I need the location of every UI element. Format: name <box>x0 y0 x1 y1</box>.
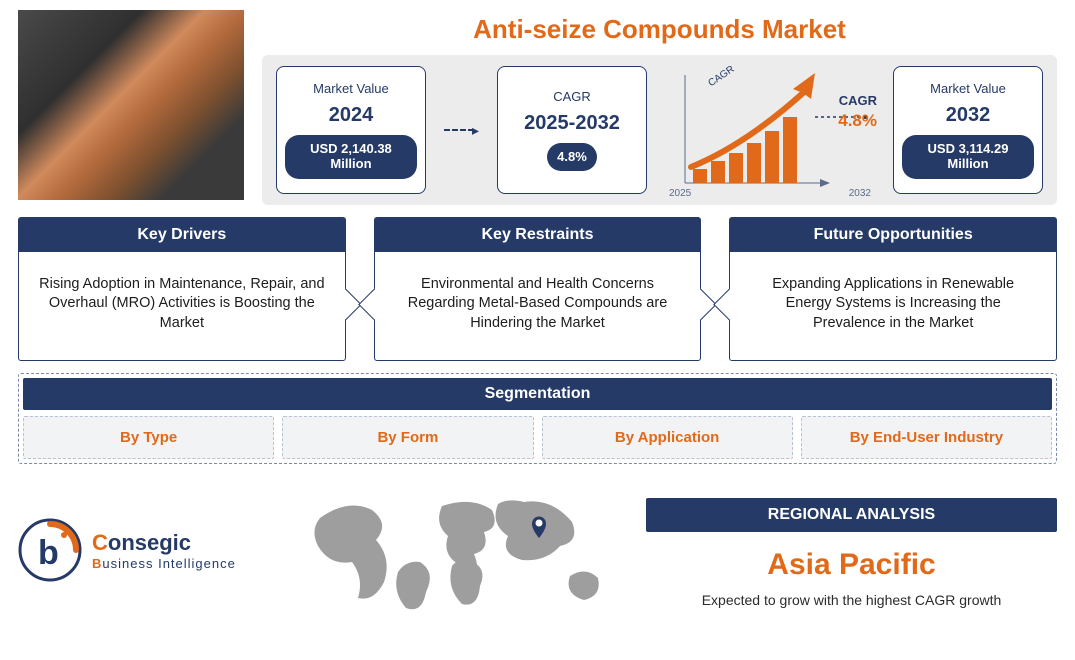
segmentation-row: By Type By Form By Application By End-Us… <box>23 416 1052 459</box>
segmentation-item: By End-User Industry <box>801 416 1052 459</box>
world-map-icon <box>302 480 622 620</box>
hero-title-block: Anti-seize Compounds Market Market Value… <box>262 10 1057 205</box>
regional-header: REGIONAL ANALYSIS <box>646 498 1057 532</box>
logo-line1: Consegic <box>92 530 236 556</box>
hero-image <box>18 10 244 200</box>
page-title: Anti-seize Compounds Market <box>473 10 846 45</box>
card-body: Environmental and Health Concerns Regard… <box>375 252 701 360</box>
growth-cagr-label: CAGR <box>839 93 877 108</box>
svg-text:b: b <box>38 534 59 572</box>
card-header: Key Drivers <box>19 218 345 252</box>
regional-block: REGIONAL ANALYSIS Asia Pacific Expected … <box>646 492 1057 608</box>
stat-label: Market Value <box>930 81 1006 96</box>
growth-year-end: 2032 <box>849 188 871 199</box>
stat-label: Market Value <box>313 81 389 96</box>
stat-value: USD 3,114.29 Million <box>902 135 1034 179</box>
card-opportunities: Future Opportunities Expanding Applicati… <box>729 217 1057 361</box>
stat-card-2024: Market Value 2024 USD 2,140.38 Million <box>276 66 426 194</box>
segmentation-item: By Form <box>282 416 533 459</box>
card-header: Future Opportunities <box>730 218 1056 252</box>
card-body: Expanding Applications in Renewable Ener… <box>730 252 1056 360</box>
top-row: Anti-seize Compounds Market Market Value… <box>18 10 1057 205</box>
logo-line2: Business Intelligence <box>92 556 236 571</box>
growth-chart: CAGR CAGR 4.8% 2025 2032 <box>665 65 875 195</box>
stat-card-cagr: CAGR 2025-2032 4.8% <box>497 66 647 194</box>
segmentation-header: Segmentation <box>23 378 1052 410</box>
growth-year-start: 2025 <box>669 188 691 199</box>
stats-strip: Market Value 2024 USD 2,140.38 Million ▸… <box>262 55 1057 205</box>
regional-sub: Expected to grow with the highest CAGR g… <box>646 592 1057 608</box>
stat-year: 2024 <box>329 104 374 127</box>
logo-mark-icon: b <box>18 518 82 582</box>
drivers-row: Key Drivers Rising Adoption in Maintenan… <box>18 217 1057 361</box>
card-restraints: Key Restraints Environmental and Health … <box>374 217 702 361</box>
connector-arrow-icon: ▸ <box>444 122 479 139</box>
brand-logo: b Consegic Business Intelligence <box>18 518 278 582</box>
card-drivers: Key Drivers Rising Adoption in Maintenan… <box>18 217 346 361</box>
segmentation-block: Segmentation By Type By Form By Applicat… <box>18 373 1057 464</box>
card-header: Key Restraints <box>375 218 701 252</box>
stat-value: 4.8% <box>547 143 597 172</box>
segmentation-item: By Type <box>23 416 274 459</box>
stat-label: CAGR <box>553 89 591 104</box>
stat-card-2032: Market Value 2032 USD 3,114.29 Million <box>893 66 1043 194</box>
card-body: Rising Adoption in Maintenance, Repair, … <box>19 252 345 360</box>
footer-row: b Consegic Business Intelligence <box>18 480 1057 620</box>
regional-name: Asia Pacific <box>646 548 1057 582</box>
stat-year: 2025-2032 <box>524 112 620 135</box>
growth-cagr-value: 4.8% <box>838 111 877 131</box>
stat-year: 2032 <box>946 104 991 127</box>
segmentation-item: By Application <box>542 416 793 459</box>
stat-value: USD 2,140.38 Million <box>285 135 417 179</box>
